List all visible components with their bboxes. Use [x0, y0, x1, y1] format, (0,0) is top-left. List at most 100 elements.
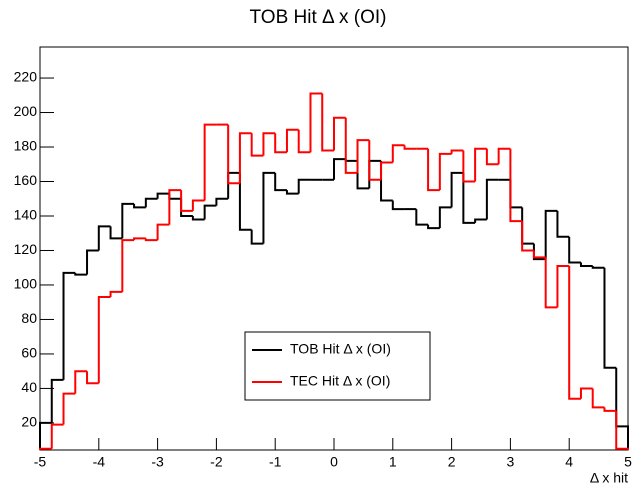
- histogram-bin: [74, 272, 88, 276]
- histogram-bin: [544, 209, 558, 260]
- histogram-bin: [474, 218, 487, 223]
- histogram-bin: [62, 271, 76, 380]
- histogram-bin: [333, 158, 346, 180]
- histogram-bin: [615, 410, 629, 450]
- histogram-bin: [450, 171, 464, 208]
- histogram-bin: [191, 199, 205, 211]
- histogram-bin: [285, 190, 299, 195]
- histogram-bin: [144, 238, 158, 242]
- x-tick-label: -4: [93, 454, 106, 470]
- histogram-bin: [380, 160, 393, 202]
- histogram-bin: [156, 223, 170, 241]
- histogram-bin: [532, 243, 546, 261]
- histogram-bin: [591, 388, 605, 409]
- histogram-bin: [462, 172, 476, 224]
- y-tick-label: 60: [21, 345, 37, 361]
- histogram-bin: [180, 190, 193, 212]
- histogram-bin: [86, 371, 99, 385]
- histogram-bin: [356, 160, 370, 190]
- histogram-bin: [180, 198, 193, 217]
- histogram-bin: [368, 159, 382, 189]
- histogram-bin: [615, 367, 629, 450]
- histogram-bin: [521, 221, 534, 252]
- histogram-bin: [368, 140, 382, 181]
- histogram-bin: [297, 129, 311, 154]
- histogram-bin: [144, 197, 158, 208]
- histogram-bin: [133, 203, 146, 209]
- histogram-bin: [227, 171, 240, 199]
- y-tick-label: 40: [21, 379, 37, 395]
- histogram-bin: [86, 249, 99, 275]
- histogram-bin: [168, 193, 182, 200]
- histogram-bin: [50, 423, 64, 449]
- histogram-bin: [462, 150, 476, 183]
- histogram-bin: [556, 265, 570, 308]
- histogram-bin: [109, 290, 123, 298]
- histogram-bin: [238, 132, 252, 184]
- x-tick-label: 5: [624, 454, 632, 470]
- histogram-bin: [121, 239, 135, 292]
- histogram-bin: [74, 370, 88, 394]
- histogram-bin: [97, 225, 111, 251]
- histogram-bin: [391, 144, 405, 163]
- histogram-bin: [50, 378, 64, 423]
- histogram-bin: [556, 210, 570, 238]
- histogram-bin: [227, 124, 240, 185]
- histogram-bin: [344, 159, 358, 162]
- histogram-bin: [274, 172, 287, 192]
- y-tick-label: 220: [14, 69, 38, 85]
- histogram-bin: [474, 147, 487, 182]
- legend-label: TOB Hit Δ x (OI): [290, 341, 391, 357]
- histogram-bin: [603, 267, 617, 369]
- y-tick-label: 200: [14, 103, 38, 119]
- y-tick-label: 80: [21, 310, 37, 326]
- histogram-bin: [532, 250, 546, 259]
- histogram-bin: [356, 139, 370, 173]
- histogram-bin: [568, 266, 581, 400]
- histogram-bin: [415, 209, 429, 226]
- y-tick-label: 160: [14, 172, 38, 188]
- histogram-bin: [262, 132, 276, 156]
- y-tick-label: 100: [14, 276, 38, 292]
- histogram-bin: [215, 197, 229, 206]
- y-tick-label: 180: [14, 138, 38, 154]
- histogram-bin: [238, 172, 252, 231]
- histogram-bin: [438, 206, 452, 229]
- y-tick-label: 20: [21, 414, 37, 430]
- histogram-bin: [285, 128, 299, 153]
- histogram-bin: [591, 266, 605, 269]
- x-tick-label: -2: [210, 454, 223, 470]
- y-tick-label: 120: [14, 241, 38, 257]
- x-tick-label: 3: [507, 454, 515, 470]
- x-tick-label: -3: [151, 454, 164, 470]
- legend-label: TEC Hit Δ x (OI): [290, 373, 390, 389]
- histogram-bin: [485, 178, 499, 220]
- histogram-bin: [321, 93, 334, 152]
- histogram-bin: [97, 296, 111, 384]
- histogram-bin: [250, 229, 264, 245]
- legend-box: [244, 331, 431, 401]
- histogram-bin: [121, 202, 135, 239]
- x-tick-label: 0: [330, 454, 338, 470]
- histogram-bin: [438, 152, 452, 191]
- x-tick-label: -5: [34, 454, 47, 470]
- histogram-bin: [62, 392, 76, 425]
- histogram-bin: [133, 237, 146, 241]
- histogram-bin: [380, 161, 393, 180]
- histogram-bin: [250, 133, 264, 157]
- histogram-bin: [497, 147, 511, 165]
- histogram-bin: [568, 236, 581, 264]
- histogram-bin: [297, 178, 311, 194]
- histogram-bin: [344, 117, 358, 174]
- histogram-bin: [274, 133, 287, 154]
- x-tick-label: 2: [448, 454, 456, 470]
- x-tick-label: 4: [565, 454, 573, 470]
- histogram-bin: [450, 149, 464, 154]
- chart-title: TOB Hit Δ x (OI): [250, 7, 387, 28]
- histogram-bin: [509, 148, 523, 223]
- histogram-bin: [544, 257, 558, 309]
- histogram-bin: [485, 148, 499, 166]
- histogram-bin: [603, 407, 617, 412]
- histogram-bin: [203, 123, 217, 201]
